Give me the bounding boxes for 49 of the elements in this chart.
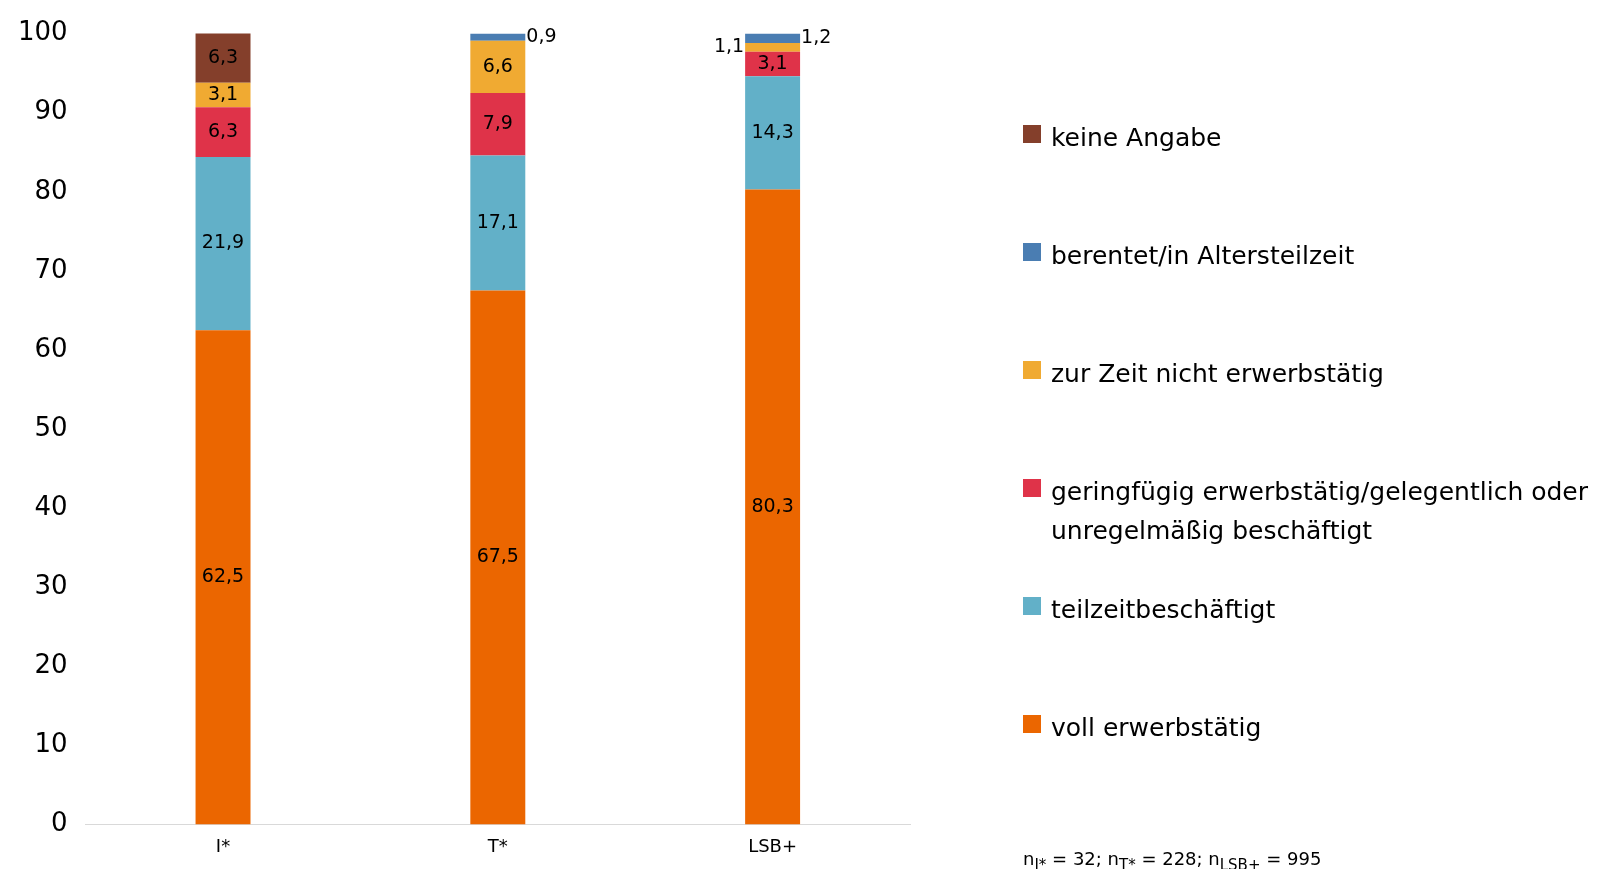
x-tick-label: I* (215, 834, 231, 856)
legend-label: voll erwerbstätig (1051, 712, 1262, 744)
bar (195, 107, 251, 157)
text: n$_{I*}$ = 32; n$_{T*}$ = 228; n$_{LSB+}$ = 995 (1023, 848, 1322, 869)
x-tick-label: T* (486, 834, 508, 856)
bar (195, 330, 251, 825)
y-tick-label: 10 (34, 728, 68, 759)
legend-label: geringfügig erwerbstätig/gelegentlich oder unregelmäßig beschäftigt (1051, 476, 1589, 547)
data-label: 0,9 (526, 24, 557, 47)
data-label: 6,3 (207, 44, 239, 67)
bar (470, 155, 526, 291)
data-label: 80,3 (751, 493, 794, 516)
bar (195, 33, 251, 83)
y-tick-label: 80 (34, 174, 68, 205)
y-tick-label: 70 (34, 253, 68, 284)
y-tick-label: 90 (34, 95, 68, 126)
legend-label: berentet/in Altersteilzeit (1051, 240, 1355, 272)
bar (470, 92, 526, 156)
data-label: 67,5 (476, 544, 519, 567)
bar (195, 156, 251, 331)
y-tick-label: 30 (34, 569, 68, 600)
y-tick-label: 60 (34, 332, 68, 363)
bar (745, 33, 801, 44)
y-tick-label: 100 (17, 16, 68, 47)
data-label: 6,3 (207, 118, 239, 141)
data-label: 62,5 (201, 564, 245, 587)
data-label: 1,1 (713, 34, 745, 57)
x-tick-label: LSB+ (748, 834, 798, 856)
bar (745, 189, 801, 825)
bar (745, 43, 801, 52)
bar (745, 76, 801, 190)
y-tick-label: 20 (34, 648, 68, 679)
bar (470, 40, 526, 93)
data-label: 7,9 (482, 111, 513, 134)
data-label: 3,1 (207, 81, 239, 104)
legend-label: keine Angabe (1051, 122, 1222, 154)
legend-label: teilzeitbeschäftigt (1051, 594, 1276, 626)
data-label: 21,9 (201, 230, 245, 253)
bar (470, 290, 526, 825)
y-tick-label: 50 (34, 411, 68, 442)
y-tick-label: 0 (51, 807, 68, 838)
data-label: 17,1 (476, 209, 519, 232)
bar (470, 33, 526, 41)
data-label: 1,2 (801, 25, 832, 48)
data-label: 3,1 (757, 50, 788, 73)
y-tick-label: 40 (34, 490, 68, 521)
data-label: 6,6 (482, 53, 513, 76)
data-label: 14,3 (751, 119, 794, 142)
legend-label: zur Zeit nicht erwerbstätig (1051, 358, 1384, 390)
